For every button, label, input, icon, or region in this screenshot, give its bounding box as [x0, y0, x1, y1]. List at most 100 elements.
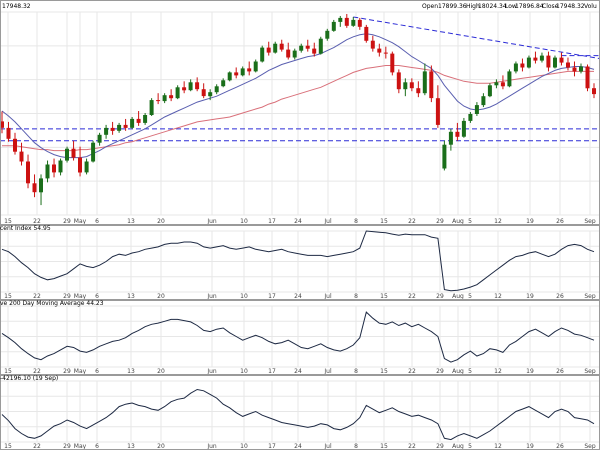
candle-43 [279, 39, 284, 52]
percent-index-chart: 15 22 29 May 6 13 20 Jun 10 17 24 Jul 8 15 22 29 Aug 5 12 1… [0, 225, 600, 300]
header-high-label: High [466, 3, 480, 10]
candle-9 [58, 158, 63, 176]
candle-73 [474, 102, 479, 116]
candle-3 [19, 142, 24, 166]
ma200-panel: 15 22 29 May 6 13 20 Jun 10 17 24 Jul 8 15 22 29 Aug 5 12 1… [0, 300, 600, 375]
candle-body-22 [143, 115, 148, 123]
price-chart: Open 17899.36 High18024.34Low17896.84Close… [0, 0, 600, 225]
candle-body-70 [455, 131, 460, 137]
indicator-0-x-tick-2: 29 [63, 293, 71, 300]
candle-body-46 [299, 45, 304, 51]
candle-body-49 [318, 38, 323, 54]
candle-body-1 [6, 127, 11, 139]
candle-31 [201, 83, 206, 99]
indicator-1-x-tick-2: 29 [63, 368, 71, 375]
candle-69 [448, 128, 453, 151]
candle-77 [500, 75, 505, 90]
candle-body-84 [546, 55, 551, 68]
candle-42 [273, 41, 278, 54]
candle-body-2 [13, 138, 17, 152]
candle-68 [442, 140, 447, 171]
ma200-label: ve 200 Day Moving Average 44.23 [0, 300, 104, 307]
candle-54 [351, 16, 356, 27]
indicator-1-x-tick-4: 6 [95, 368, 99, 375]
candle-76 [494, 79, 499, 89]
candle-body-43 [279, 43, 284, 50]
price-x-tick-4: 6 [95, 218, 99, 225]
price-x-tick-0: 15 [4, 218, 12, 225]
indicator-0-x-tick-13: 15 [380, 293, 388, 300]
indicator-2-x-tick-17: 5 [468, 443, 472, 450]
indicator-2-x-tick-16: Aug [452, 443, 464, 450]
candle-body-41 [266, 47, 271, 53]
candle-body-50 [325, 30, 330, 39]
candle-body-89 [579, 66, 583, 72]
candle-body-54 [351, 19, 356, 26]
candle-body-62 [403, 82, 408, 90]
candle-body-90 [585, 66, 590, 89]
candle-body-77 [500, 82, 505, 87]
price-x-tick-19: 19 [526, 218, 534, 225]
indicator-2-border [0, 375, 600, 450]
price-x-tick-18: 12 [494, 218, 502, 225]
candle-body-26 [169, 95, 174, 99]
candle-19 [123, 118, 128, 131]
candle-body-79 [513, 63, 518, 72]
price-x-tick-2: 29 [63, 218, 71, 225]
candle-body-19 [123, 124, 128, 128]
header-volume-label: Volu [584, 3, 597, 10]
indicator-2-x-tick-0: 15 [4, 443, 12, 450]
candle-36 [234, 67, 239, 79]
candle-body-40 [260, 47, 265, 62]
price-panel-border [0, 0, 600, 225]
indicator-2-x-tick-3: May [74, 443, 87, 450]
third-indicator-chart: 15 22 29 May 6 13 20 Jun 10 17 24 Jul 8 15 22 29 Aug 5 12 1… [0, 375, 600, 450]
candle-11 [71, 140, 76, 161]
indicator-0-x-tick-21: Sep [584, 293, 596, 300]
price-x-tick-12: 8 [354, 218, 358, 225]
candle-22 [143, 113, 148, 125]
candle-body-34 [221, 80, 226, 87]
indicator-1-border [0, 300, 600, 375]
indicator-1-x-tick-14: 22 [408, 368, 416, 375]
candle-body-44 [286, 49, 291, 58]
candle-65 [422, 63, 427, 96]
candle-84 [546, 51, 551, 72]
indicator-2-x-tick-11: Jul [323, 443, 332, 450]
indicator-2-x-tick-18: 12 [494, 443, 502, 450]
candle-body-72 [468, 114, 473, 121]
price-x-tick-8: 10 [240, 218, 248, 225]
price-x-tick-5: 13 [127, 218, 135, 225]
candle-body-37 [240, 68, 245, 76]
candle-body-8 [52, 164, 56, 173]
candle-body-29 [188, 82, 193, 91]
candle-90 [585, 64, 590, 92]
indicator-line-0 [1, 230, 595, 292]
indicator-1-x-tick-11: Jul [323, 368, 332, 375]
price-x-tick-3: May [74, 218, 87, 225]
indicator-1-x-tick-3: May [74, 368, 87, 375]
candle-body-30 [195, 82, 200, 90]
candle-13 [84, 158, 89, 175]
indicator-1-x-tick-20: 26 [556, 368, 564, 375]
candle-18 [117, 122, 122, 133]
header-close-value: 17948.32 [556, 3, 585, 10]
candle-33 [214, 84, 219, 95]
ma200-chart: 15 22 29 May 6 13 20 Jun 10 17 24 Jul 8 15 22 29 Aug 5 12 1… [0, 300, 600, 375]
indicator-0-x-tick-17: 5 [468, 293, 472, 300]
candle-body-67 [435, 98, 440, 125]
candle-74 [481, 93, 486, 108]
candle-body-63 [409, 82, 414, 89]
candle-body-17 [110, 127, 115, 131]
candle-body-25 [162, 95, 167, 102]
candle-body-35 [227, 72, 232, 81]
candle-body-51 [331, 21, 336, 31]
candle-body-74 [481, 96, 486, 106]
candle-body-7 [45, 164, 50, 179]
indicator-2-x-tick-14: 22 [408, 443, 416, 450]
candle-62 [403, 78, 408, 97]
candle-body-13 [84, 161, 89, 173]
candle-29 [188, 79, 193, 92]
candle-79 [513, 61, 518, 74]
candle-body-0 [0, 121, 4, 128]
